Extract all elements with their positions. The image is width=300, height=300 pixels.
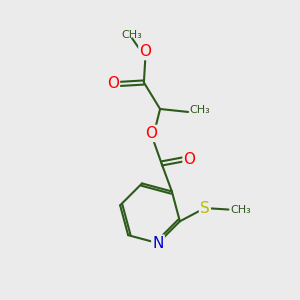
Text: O: O (145, 126, 157, 141)
Text: CH₃: CH₃ (122, 30, 142, 40)
Text: N: N (152, 236, 164, 251)
Text: O: O (184, 152, 196, 166)
Text: CH₃: CH₃ (190, 106, 210, 116)
Text: O: O (140, 44, 152, 59)
Text: O: O (107, 76, 119, 92)
Text: CH₃: CH₃ (230, 205, 251, 214)
Text: S: S (200, 201, 210, 216)
